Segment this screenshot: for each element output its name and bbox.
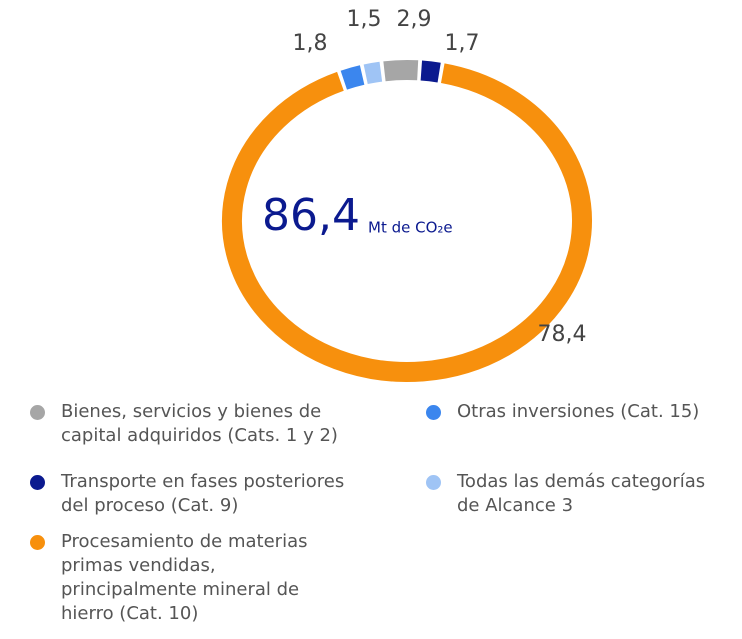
- legend-label: Bienes, servicios y bienes de capital ad…: [61, 401, 338, 446]
- legend-label: Transporte en fases posteriores del proc…: [61, 471, 345, 516]
- legend-item: Todas las demás categorías de Alcance 3: [426, 470, 716, 518]
- legend-item: Procesamiento de materias primas vendida…: [30, 530, 340, 626]
- segment: [222, 63, 592, 382]
- chart: 86,4 Mt de CO₂e 2,9 1,7 78,4 1,8 1,5: [222, 7, 592, 382]
- legend-swatch: [426, 475, 441, 490]
- value-label: 78,4: [538, 322, 587, 347]
- legend-swatch: [30, 405, 45, 420]
- legend-swatch: [30, 475, 45, 490]
- segment: [363, 61, 383, 85]
- segment: [420, 60, 441, 83]
- legend-item: Bienes, servicios y bienes de capital ad…: [30, 400, 340, 448]
- legend-item: Transporte en fases posteriores del proc…: [30, 470, 350, 518]
- legend-label: Otras inversiones (Cat. 15): [457, 401, 700, 422]
- value-label: 2,9: [397, 7, 432, 32]
- legend-label: Todas las demás categorías de Alcance 3: [457, 471, 706, 516]
- unit: Mt de CO₂e: [368, 219, 453, 237]
- legend-item: Otras inversiones (Cat. 15): [426, 400, 736, 424]
- value-label: 1,8: [293, 31, 328, 56]
- value-label: 1,7: [445, 31, 480, 56]
- total: 86,4: [262, 190, 360, 241]
- segment: [383, 60, 419, 82]
- legend-swatch: [30, 535, 45, 550]
- legend-label: Procesamiento de materias primas vendida…: [61, 531, 308, 624]
- value-label: 1,5: [347, 7, 382, 32]
- segment: [340, 65, 365, 90]
- legend-swatch: [426, 405, 441, 420]
